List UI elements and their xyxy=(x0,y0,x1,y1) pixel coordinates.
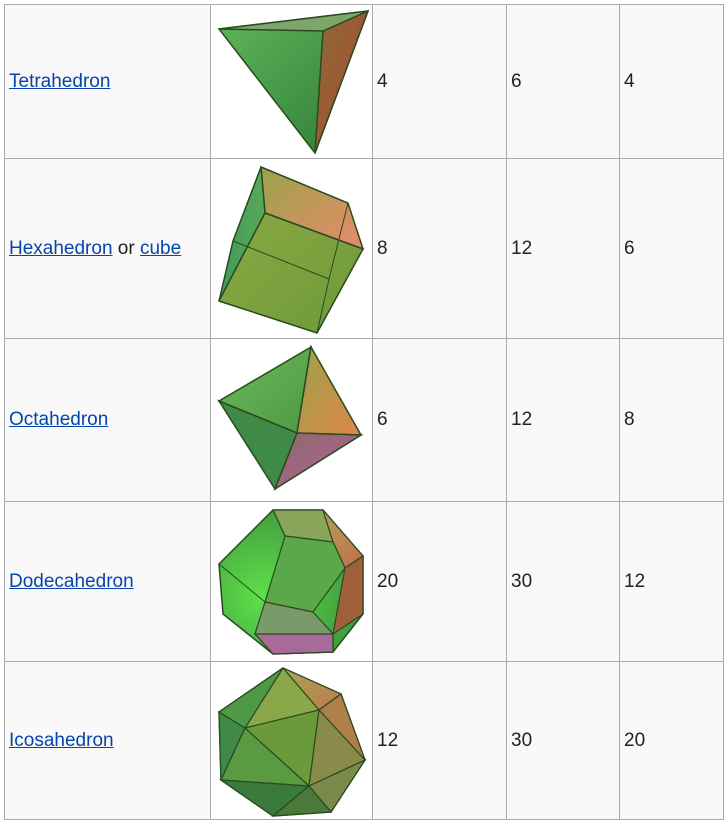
octahedron-image xyxy=(210,338,373,502)
vertices-cell: 6 xyxy=(372,338,507,502)
faces-cell: 6 xyxy=(619,158,724,339)
edges-cell: 30 xyxy=(506,501,620,662)
table-row: Icosahedron xyxy=(4,661,724,820)
edges-cell: 30 xyxy=(506,661,620,820)
edges-cell: 12 xyxy=(506,338,620,502)
cube-icon xyxy=(217,165,364,334)
faces-cell: 20 xyxy=(619,661,724,820)
edges-cell: 12 xyxy=(506,158,620,339)
dodecahedron-icon xyxy=(217,508,364,655)
name-cell: Octahedron xyxy=(4,338,211,502)
table-row: Octahedron xyxy=(4,338,724,502)
hexahedron-link[interactable]: Hexahedron xyxy=(9,237,113,259)
icosahedron-link[interactable]: Icosahedron xyxy=(9,729,114,751)
dodecahedron-image xyxy=(210,501,373,662)
tetrahedron-link[interactable]: Tetrahedron xyxy=(9,70,111,92)
polyhedra-table: Tetrahedron 4 6 4 Hexah xyxy=(4,4,724,820)
tetrahedron-image xyxy=(210,4,373,159)
faces-cell: 4 xyxy=(619,4,724,159)
vertices-cell: 8 xyxy=(372,158,507,339)
faces-cell: 8 xyxy=(619,338,724,502)
vertices-cell: 20 xyxy=(372,501,507,662)
cube-image xyxy=(210,158,373,339)
connector-text: or xyxy=(112,237,140,259)
table-row: Hexahedron or cube xyxy=(4,158,724,339)
icosahedron-icon xyxy=(217,666,367,817)
edges-cell: 6 xyxy=(506,4,620,159)
table-row: Tetrahedron 4 6 4 xyxy=(4,4,724,159)
name-cell: Hexahedron or cube xyxy=(4,158,211,339)
vertices-cell: 12 xyxy=(372,661,507,820)
icosahedron-image xyxy=(210,661,373,820)
tetrahedron-icon xyxy=(217,9,369,155)
name-cell: Dodecahedron xyxy=(4,501,211,662)
octahedron-icon xyxy=(216,344,363,491)
cube-link[interactable]: cube xyxy=(139,237,182,259)
vertices-cell: 4 xyxy=(372,4,507,159)
table-row: Dodecahedron xyxy=(4,501,724,662)
faces-cell: 12 xyxy=(619,501,724,662)
dodecahedron-link[interactable]: Dodecahedron xyxy=(9,570,134,592)
name-cell: Icosahedron xyxy=(4,661,211,820)
octahedron-link[interactable]: Octahedron xyxy=(9,409,109,430)
name-cell: Tetrahedron xyxy=(4,4,211,159)
